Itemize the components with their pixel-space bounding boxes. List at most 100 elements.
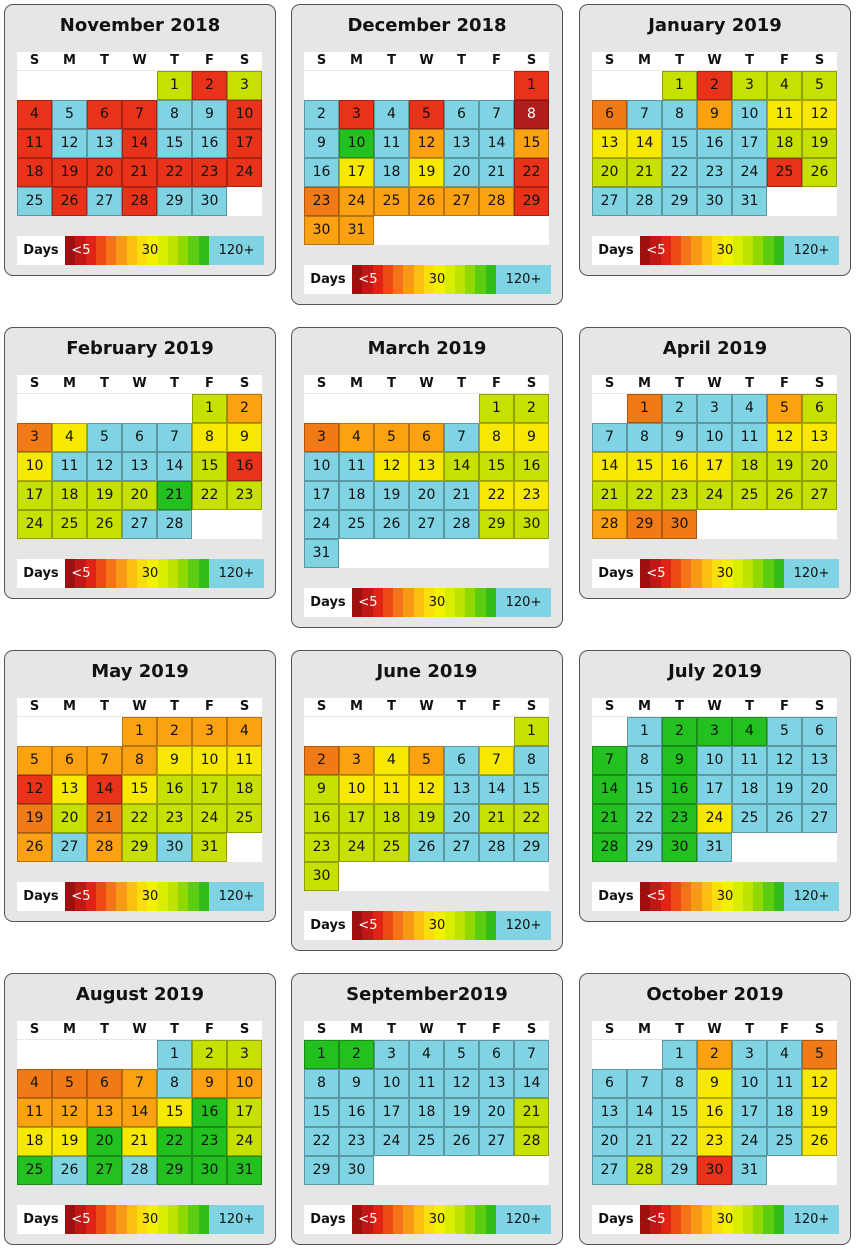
day-cell[interactable]: 1 <box>157 1040 192 1069</box>
day-cell[interactable]: 14 <box>627 129 662 158</box>
day-cell[interactable]: 28 <box>479 187 514 216</box>
day-cell[interactable]: 27 <box>409 510 444 539</box>
day-cell[interactable]: 22 <box>122 804 157 833</box>
day-cell[interactable]: 28 <box>87 833 122 862</box>
day-cell[interactable]: 8 <box>627 746 662 775</box>
day-cell[interactable]: 14 <box>479 775 514 804</box>
day-cell[interactable]: 12 <box>52 1098 87 1127</box>
day-cell[interactable]: 5 <box>802 71 837 100</box>
day-cell[interactable]: 19 <box>52 158 87 187</box>
day-cell[interactable]: 7 <box>122 100 157 129</box>
day-cell[interactable]: 14 <box>87 775 122 804</box>
day-cell[interactable]: 7 <box>87 746 122 775</box>
day-cell[interactable]: 10 <box>374 1069 409 1098</box>
day-cell[interactable]: 11 <box>732 746 767 775</box>
day-cell[interactable]: 9 <box>697 1069 732 1098</box>
day-cell[interactable]: 18 <box>339 481 374 510</box>
day-cell[interactable]: 14 <box>592 775 627 804</box>
day-cell[interactable]: 20 <box>592 1127 627 1156</box>
day-cell[interactable]: 28 <box>514 1127 549 1156</box>
day-cell[interactable]: 12 <box>802 1069 837 1098</box>
day-cell[interactable]: 2 <box>339 1040 374 1069</box>
day-cell[interactable]: 9 <box>339 1069 374 1098</box>
day-cell[interactable]: 6 <box>444 100 479 129</box>
day-cell[interactable]: 28 <box>592 510 627 539</box>
day-cell[interactable]: 22 <box>514 804 549 833</box>
day-cell[interactable]: 24 <box>732 1127 767 1156</box>
day-cell[interactable]: 5 <box>767 394 802 423</box>
day-cell[interactable]: 10 <box>732 100 767 129</box>
day-cell[interactable]: 23 <box>697 158 732 187</box>
day-cell[interactable]: 29 <box>157 187 192 216</box>
day-cell[interactable]: 6 <box>87 100 122 129</box>
day-cell[interactable]: 15 <box>627 452 662 481</box>
day-cell[interactable]: 25 <box>767 158 802 187</box>
day-cell[interactable]: 25 <box>52 510 87 539</box>
day-cell[interactable]: 1 <box>304 1040 339 1069</box>
day-cell[interactable]: 14 <box>514 1069 549 1098</box>
day-cell[interactable]: 7 <box>592 423 627 452</box>
day-cell[interactable]: 19 <box>444 1098 479 1127</box>
day-cell[interactable]: 17 <box>732 129 767 158</box>
day-cell[interactable]: 1 <box>627 717 662 746</box>
day-cell[interactable]: 15 <box>479 452 514 481</box>
day-cell[interactable]: 19 <box>409 804 444 833</box>
day-cell[interactable]: 6 <box>87 1069 122 1098</box>
day-cell[interactable]: 17 <box>339 158 374 187</box>
day-cell[interactable]: 27 <box>592 1156 627 1185</box>
day-cell[interactable]: 12 <box>409 775 444 804</box>
day-cell[interactable]: 20 <box>444 158 479 187</box>
day-cell[interactable]: 14 <box>592 452 627 481</box>
day-cell[interactable]: 27 <box>479 1127 514 1156</box>
day-cell[interactable]: 16 <box>192 1098 227 1127</box>
day-cell[interactable]: 17 <box>374 1098 409 1127</box>
day-cell[interactable]: 1 <box>192 394 227 423</box>
day-cell[interactable]: 21 <box>122 1127 157 1156</box>
day-cell[interactable]: 2 <box>662 717 697 746</box>
day-cell[interactable]: 20 <box>87 1127 122 1156</box>
day-cell[interactable]: 23 <box>192 1127 227 1156</box>
day-cell[interactable]: 9 <box>227 423 262 452</box>
day-cell[interactable]: 12 <box>17 775 52 804</box>
day-cell[interactable]: 13 <box>592 129 627 158</box>
day-cell[interactable]: 11 <box>374 129 409 158</box>
day-cell[interactable]: 3 <box>732 1040 767 1069</box>
day-cell[interactable]: 20 <box>802 452 837 481</box>
day-cell[interactable]: 28 <box>122 1156 157 1185</box>
day-cell[interactable]: 23 <box>514 481 549 510</box>
day-cell[interactable]: 17 <box>227 129 262 158</box>
day-cell[interactable]: 28 <box>157 510 192 539</box>
day-cell[interactable]: 11 <box>767 100 802 129</box>
day-cell[interactable]: 18 <box>17 158 52 187</box>
day-cell[interactable]: 21 <box>627 1127 662 1156</box>
day-cell[interactable]: 24 <box>227 158 262 187</box>
day-cell[interactable]: 27 <box>444 833 479 862</box>
day-cell[interactable]: 14 <box>444 452 479 481</box>
day-cell[interactable]: 3 <box>304 423 339 452</box>
day-cell[interactable]: 19 <box>409 158 444 187</box>
day-cell[interactable]: 20 <box>479 1098 514 1127</box>
day-cell[interactable]: 2 <box>304 100 339 129</box>
day-cell[interactable]: 13 <box>122 452 157 481</box>
day-cell[interactable]: 10 <box>227 100 262 129</box>
day-cell[interactable]: 24 <box>697 481 732 510</box>
day-cell[interactable]: 12 <box>52 129 87 158</box>
day-cell[interactable]: 23 <box>662 481 697 510</box>
day-cell[interactable]: 30 <box>192 1156 227 1185</box>
day-cell[interactable]: 19 <box>17 804 52 833</box>
day-cell[interactable]: 1 <box>662 1040 697 1069</box>
day-cell[interactable]: 19 <box>802 1098 837 1127</box>
day-cell[interactable]: 25 <box>374 187 409 216</box>
day-cell[interactable]: 1 <box>122 717 157 746</box>
day-cell[interactable]: 6 <box>479 1040 514 1069</box>
day-cell[interactable]: 19 <box>767 775 802 804</box>
day-cell[interactable]: 31 <box>304 539 339 568</box>
day-cell[interactable]: 25 <box>227 804 262 833</box>
day-cell[interactable]: 15 <box>662 129 697 158</box>
day-cell[interactable]: 31 <box>697 833 732 862</box>
day-cell[interactable]: 25 <box>374 833 409 862</box>
day-cell[interactable]: 15 <box>662 1098 697 1127</box>
day-cell[interactable]: 23 <box>662 804 697 833</box>
day-cell[interactable]: 1 <box>627 394 662 423</box>
day-cell[interactable]: 16 <box>304 158 339 187</box>
